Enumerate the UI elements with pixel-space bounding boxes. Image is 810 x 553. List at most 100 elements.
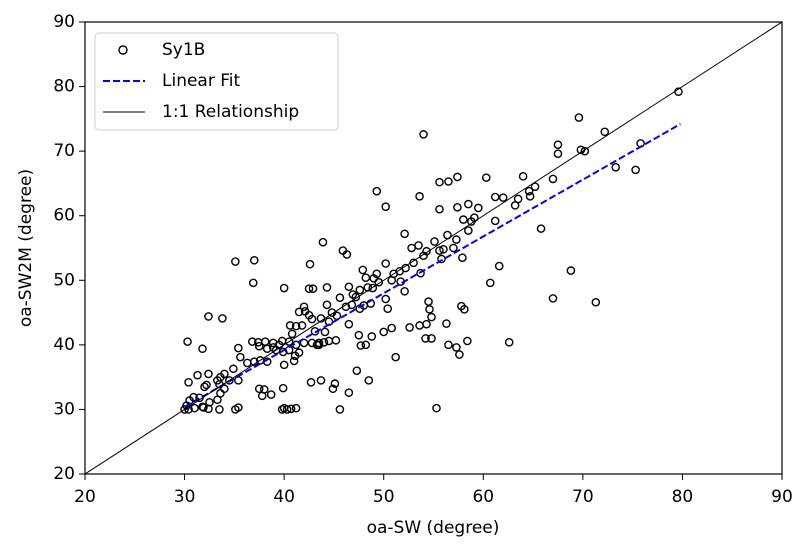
x-tick-label: 20	[74, 487, 96, 507]
reference-line	[85, 22, 782, 474]
data-point	[291, 321, 301, 331]
data-point	[215, 405, 224, 414]
x-tick-label: 90	[771, 487, 793, 507]
data-point	[291, 403, 301, 413]
data-point	[400, 229, 409, 239]
data-point	[199, 403, 208, 412]
data-point	[308, 284, 318, 293]
x-tick-label: 50	[373, 487, 395, 507]
data-point	[591, 297, 601, 307]
data-point	[427, 312, 436, 322]
data-point	[419, 251, 428, 261]
data-point	[335, 293, 345, 303]
data-point	[452, 235, 461, 244]
data-point	[204, 369, 213, 379]
data-point	[444, 177, 453, 186]
data-point	[530, 182, 540, 191]
data-point	[234, 343, 243, 353]
data-point	[285, 321, 295, 330]
data-point	[278, 347, 288, 357]
data-point	[405, 323, 414, 332]
data-point	[600, 127, 610, 137]
data-point	[306, 378, 316, 387]
y-tick-label: 20	[53, 464, 75, 484]
data-point	[322, 283, 332, 292]
data-point	[231, 257, 240, 266]
data-point	[352, 366, 362, 375]
data-point	[553, 140, 563, 149]
data-point	[348, 290, 358, 299]
data-point	[631, 165, 640, 175]
data-point	[391, 352, 400, 362]
data-point	[243, 358, 252, 368]
data-point	[444, 340, 453, 350]
data-point	[416, 268, 425, 278]
data-point	[324, 336, 334, 346]
data-point	[277, 405, 287, 414]
data-point	[344, 388, 354, 397]
y-axis-label: oa-SW2M (degree)	[16, 169, 36, 327]
x-tick-label: 40	[273, 487, 295, 507]
data-point	[278, 383, 288, 393]
data-point	[494, 261, 504, 271]
data-point	[518, 172, 528, 181]
data-point	[459, 215, 468, 224]
data-point	[327, 308, 337, 317]
legend-label: Sy1B	[162, 40, 205, 60]
data-point	[190, 403, 199, 413]
data-point	[485, 278, 495, 288]
legend: Sy1B Linear Fit 1:1 Relationship	[94, 32, 339, 131]
data-point	[342, 250, 352, 259]
data-point	[355, 285, 365, 295]
data-point	[452, 343, 461, 352]
data-point	[268, 343, 278, 352]
data-point	[262, 344, 272, 354]
data-point	[294, 348, 304, 357]
data-point	[319, 337, 329, 347]
data-point	[254, 341, 264, 351]
data-point	[481, 173, 491, 182]
x-axis-label: oa-SW (degree)	[367, 518, 500, 538]
plot-frame	[84, 21, 783, 475]
data-point	[611, 162, 621, 172]
data-point	[247, 337, 257, 346]
data-point	[335, 405, 345, 414]
data-point	[202, 380, 211, 390]
data-point	[372, 269, 382, 279]
data-point	[305, 259, 315, 269]
data-point	[490, 216, 500, 226]
data-point	[307, 314, 317, 324]
legend-label: Linear Fit	[162, 71, 241, 91]
data-point	[297, 321, 307, 330]
data-point	[200, 382, 209, 392]
data-point	[427, 334, 436, 343]
data-point	[548, 174, 558, 184]
data-point	[361, 273, 371, 283]
data-point	[464, 199, 473, 209]
data-point	[379, 327, 389, 337]
data-point	[439, 244, 448, 254]
data-point	[524, 186, 534, 196]
y-tick-label: 70	[53, 141, 75, 161]
data-point	[449, 243, 458, 253]
data-point	[286, 404, 296, 414]
data-point	[387, 275, 396, 285]
data-point	[299, 302, 309, 312]
data-point	[419, 130, 428, 139]
data-point	[307, 338, 317, 348]
data-point	[300, 306, 310, 316]
data-point	[415, 192, 424, 201]
data-point	[236, 352, 245, 362]
data-point	[253, 337, 263, 347]
data-point	[381, 202, 391, 211]
y-tick-label: 40	[53, 335, 75, 355]
data-point	[381, 259, 391, 268]
data-point	[299, 338, 309, 348]
data-point	[234, 403, 243, 412]
data-point	[435, 177, 444, 187]
data-point	[435, 204, 444, 214]
data-point	[458, 253, 467, 262]
data-point	[387, 323, 396, 333]
data-point	[400, 286, 409, 296]
data-point	[504, 337, 514, 347]
